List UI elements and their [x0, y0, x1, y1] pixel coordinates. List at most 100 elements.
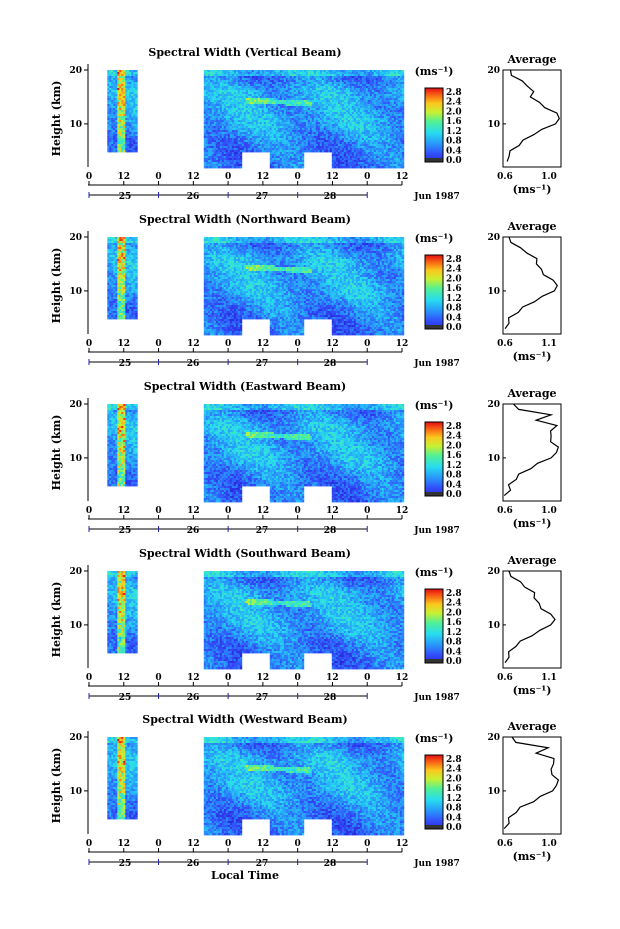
average-frame	[503, 737, 561, 834]
x-tick-label: 12	[118, 339, 131, 349]
colorbar-tick: 1.2	[446, 127, 462, 137]
colorbar-tick: 0.8	[446, 137, 462, 147]
colorbar-tick: 2.0	[446, 107, 462, 117]
heatmap	[107, 237, 404, 335]
day-label: 26	[187, 859, 200, 869]
colorbar-tick: 0.8	[446, 471, 462, 481]
panel-3: Spectral Width (Eastward Beam)1020Height…	[50, 380, 561, 536]
colorbar-tick: 2.8	[446, 255, 462, 265]
heatmap	[107, 70, 404, 168]
x-tick-label: 0	[86, 172, 92, 182]
colorbar-label: (ms⁻¹)	[415, 232, 454, 245]
colorbar-tick: 2.8	[446, 755, 462, 765]
y-axis-label: Height (km)	[50, 582, 63, 658]
colorbar-tick: 2.0	[446, 608, 462, 618]
y-tick-label: 20	[69, 400, 82, 410]
heatmap	[107, 404, 404, 502]
colorbar-tick: 2.4	[446, 432, 462, 442]
x-tick-label: 12	[326, 673, 339, 683]
colorbar	[425, 589, 443, 663]
x-tick-label: 12	[187, 839, 200, 849]
colorbar-tick: 0.8	[446, 804, 462, 814]
colorbar	[425, 422, 443, 496]
panel-title: Spectral Width (Northward Beam)	[139, 213, 351, 226]
colorbar-tick: 2.4	[446, 98, 462, 108]
day-label: 27	[256, 359, 269, 369]
panel-5: Spectral Width (Westward Beam)1020Height…	[50, 713, 561, 869]
x-tick-label: 12	[257, 339, 270, 349]
average-title: Average	[506, 387, 556, 400]
colorbar-tick: 1.6	[446, 284, 462, 294]
x-tick-label: 0	[364, 839, 370, 849]
average-x-label: (ms⁻¹)	[513, 517, 552, 530]
x-tick-label: 12	[396, 506, 409, 516]
colorbar-label: (ms⁻¹)	[415, 566, 454, 579]
y-axis-label: Height (km)	[50, 248, 63, 324]
x-tick-label: 0	[225, 339, 231, 349]
day-label: 26	[187, 526, 200, 536]
colorbar	[425, 255, 443, 329]
average-x-tick-label: 1.0	[541, 839, 557, 849]
colorbar-tick: 0.4	[446, 146, 462, 156]
y-tick-label: 10	[69, 120, 82, 130]
colorbar-tick: 1.6	[446, 117, 462, 127]
average-x-label: (ms⁻¹)	[513, 684, 552, 697]
y-axis-label: Height (km)	[50, 415, 63, 491]
colorbar-tick: 0.0	[446, 490, 462, 500]
y-tick-label: 20	[69, 567, 82, 577]
colorbar-tick: 1.6	[446, 618, 462, 628]
x-tick-label: 12	[257, 172, 270, 182]
month-label: Jun 1987	[413, 192, 460, 202]
colorbar-tick: 1.2	[446, 794, 462, 804]
colorbar-tick: 2.4	[446, 599, 462, 609]
x-tick-label: 12	[187, 506, 200, 516]
day-label: 28	[324, 526, 337, 536]
x-tick-label: 0	[364, 506, 370, 516]
day-label: 28	[324, 859, 337, 869]
day-label: 25	[119, 359, 132, 369]
x-tick-label: 0	[155, 673, 161, 683]
average-x-label: (ms⁻¹)	[513, 350, 552, 363]
month-label: Jun 1987	[413, 693, 460, 703]
colorbar-tick: 0.4	[446, 647, 462, 657]
average-line	[505, 571, 555, 663]
x-tick-label: 12	[326, 172, 339, 182]
colorbar-tick: 0.0	[446, 156, 462, 166]
average-y-tick-label: 20	[487, 66, 500, 76]
x-tick-label: 0	[155, 339, 161, 349]
colorbar-tick: 1.2	[446, 461, 462, 471]
average-line	[504, 737, 558, 829]
average-title: Average	[506, 554, 556, 567]
x-tick-label: 0	[155, 172, 161, 182]
colorbar-tick: 2.0	[446, 441, 462, 451]
average-x-tick-label: 0.6	[497, 172, 513, 182]
x-tick-label: 12	[396, 839, 409, 849]
x-tick-label: 12	[187, 673, 200, 683]
panel-title: Spectral Width (Eastward Beam)	[144, 380, 346, 393]
x-tick-label: 12	[118, 172, 131, 182]
colorbar-tick: 2.4	[446, 265, 462, 275]
x-tick-label: 0	[225, 673, 231, 683]
average-x-label: (ms⁻¹)	[513, 183, 552, 196]
average-x-tick-label: 0.6	[497, 673, 513, 683]
colorbar-tick: 1.2	[446, 294, 462, 304]
day-label: 27	[256, 192, 269, 202]
day-label: 26	[187, 192, 200, 202]
x-tick-label: 12	[118, 673, 131, 683]
panel-title: Spectral Width (Southward Beam)	[139, 547, 351, 560]
colorbar-tick: 0.0	[446, 657, 462, 667]
x-axis-label: Local Time	[211, 869, 279, 882]
panel-title: Spectral Width (Westward Beam)	[142, 713, 347, 726]
x-tick-label: 0	[295, 506, 301, 516]
average-y-tick-label: 20	[487, 400, 500, 410]
day-label: 27	[256, 526, 269, 536]
average-line	[504, 404, 558, 496]
x-tick-label: 12	[118, 506, 131, 516]
average-x-tick-label: 1.1	[541, 339, 557, 349]
colorbar-tick: 2.8	[446, 88, 462, 98]
day-label: 25	[119, 693, 132, 703]
average-x-label: (ms⁻¹)	[513, 850, 552, 863]
x-tick-label: 0	[295, 673, 301, 683]
heatmap	[107, 737, 404, 835]
colorbar-tick: 2.4	[446, 765, 462, 775]
